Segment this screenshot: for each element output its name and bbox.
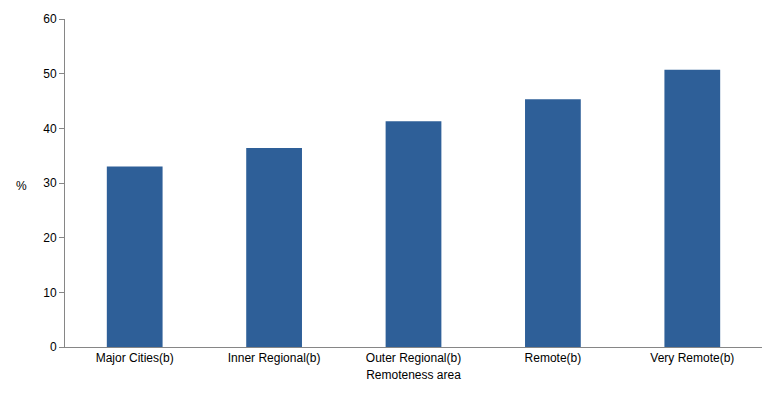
svg-text:Inner Regional(b): Inner Regional(b) [228,351,321,365]
svg-text:30: 30 [43,176,57,190]
svg-text:20: 20 [43,231,57,245]
svg-text:Very Remote(b): Very Remote(b) [650,351,734,365]
svg-text:Remoteness area: Remoteness area [366,368,461,382]
svg-text:0: 0 [50,340,57,354]
svg-text:40: 40 [43,122,57,136]
svg-text:10: 10 [43,286,57,300]
svg-text:Major Cities(b): Major Cities(b) [96,351,174,365]
svg-text:%: % [16,179,27,193]
svg-text:50: 50 [43,67,57,81]
svg-text:Remote(b): Remote(b) [525,351,582,365]
svg-text:Outer Regional(b): Outer Regional(b) [366,351,461,365]
svg-text:60: 60 [43,12,57,26]
